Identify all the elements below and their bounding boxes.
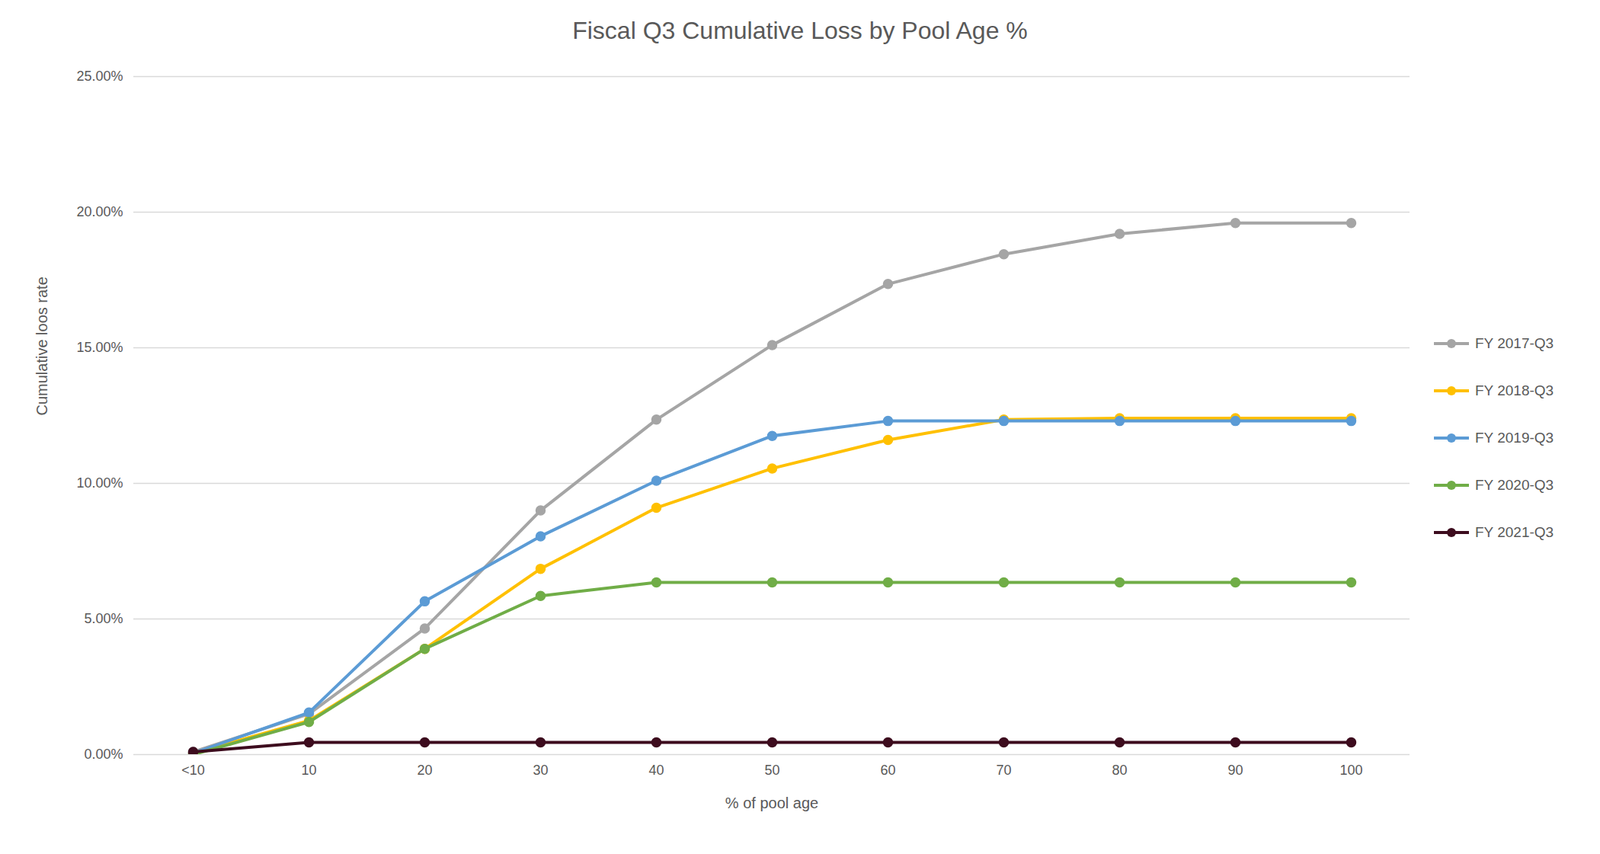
svg-text:0.00%: 0.00% [83,746,123,762]
svg-text:30: 30 [532,762,548,778]
svg-text:5.00%: 5.00% [83,611,123,627]
svg-text:40: 40 [648,762,664,778]
svg-text:% of pool age: % of pool age [725,794,819,812]
svg-text:20: 20 [416,762,432,778]
html-text:Fiscal Q3 Cumulative Loss by P: Fiscal Q3 Cumulative Loss by Pool Age % [572,16,1028,45]
svg-text:<10: <10 [181,762,205,778]
html-text:FY 2021-Q3: FY 2021-Q3 [1475,524,1554,541]
svg-text:10.00%: 10.00% [76,475,123,491]
svg-text:100: 100 [1339,762,1363,778]
html-text:FY 2018-Q3: FY 2018-Q3 [1475,382,1554,399]
svg-text:25.00%: 25.00% [76,68,123,84]
html-text:FY 2017-Q3: FY 2017-Q3 [1475,335,1554,352]
html-text:FY 2019-Q3: FY 2019-Q3 [1475,429,1554,446]
svg-text:15.00%: 15.00% [76,339,123,356]
html-text:FY 2020-Q3: FY 2020-Q3 [1475,476,1554,493]
svg-text:60: 60 [880,762,896,778]
svg-text:Cumulative loos rate: Cumulative loos rate [33,276,51,416]
svg-text:10: 10 [300,762,317,778]
svg-text:70: 70 [995,762,1012,778]
svg-text:80: 80 [1111,762,1127,778]
svg-text:20.00%: 20.00% [76,204,123,220]
svg-text:90: 90 [1227,762,1243,778]
svg-text:50: 50 [764,762,780,778]
